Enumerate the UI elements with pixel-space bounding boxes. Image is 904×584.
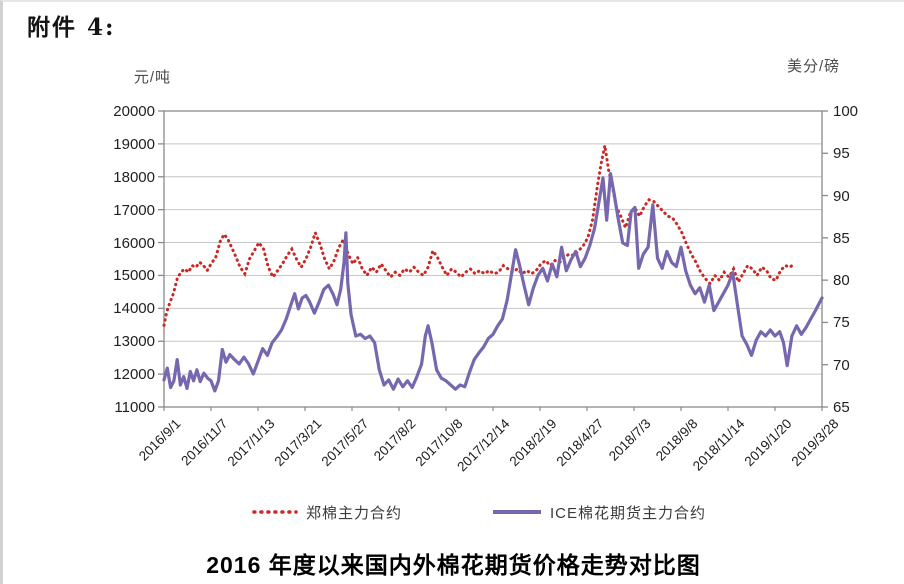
- right-axis-unit-label: 美分/磅: [787, 58, 841, 75]
- gridlines: [164, 143, 822, 375]
- attachment-label: 附件 4:: [27, 14, 116, 41]
- legend-item-zhengzhou: 郑棉主力合约: [251, 502, 402, 522]
- left-axis-tick-label: 16000: [113, 234, 155, 252]
- left-axis-tick-label: 15000: [113, 267, 155, 285]
- left-axis-tick-label: 12000: [113, 366, 155, 384]
- zhengzhou-cotton-line: [162, 145, 796, 327]
- price-comparison-chart: [158, 110, 828, 411]
- right-axis-tick-label: 85: [833, 229, 850, 247]
- left-axis-tick-label: 13000: [113, 333, 155, 351]
- legend-label-zhengzhou: 郑棉主力合约: [306, 504, 403, 522]
- ice-legend-swatch: [493, 510, 541, 514]
- right-axis-tick-label: 80: [833, 272, 850, 290]
- zhengzhou-legend-swatch: [252, 510, 298, 514]
- axis-ticks: [158, 110, 828, 411]
- left-axis-tick-label: 17000: [113, 201, 155, 219]
- left-axis-unit-label: 元/吨: [133, 69, 171, 86]
- chart-title: 2016 年度以来国内外棉花期货价格走势对比图: [206, 552, 701, 578]
- right-axis-tick-label: 90: [833, 187, 850, 205]
- ice-cotton-line: [162, 172, 824, 393]
- series-lines: [162, 145, 824, 393]
- left-axis-tick-label: 11000: [114, 399, 155, 416]
- right-axis-tick-label: 100: [833, 103, 859, 120]
- left-axis-tick-label: 20000: [113, 103, 155, 120]
- plot-border: [163, 110, 823, 408]
- right-axis-tick-label: 70: [833, 356, 850, 374]
- left-axis-tick-label: 18000: [113, 168, 155, 186]
- legend-label-ice: ICE棉花期货主力合约: [550, 504, 707, 522]
- left-axis-tick-label: 19000: [113, 135, 155, 153]
- left-axis-tick-label: 14000: [113, 300, 155, 318]
- right-axis-tick-label: 95: [833, 145, 850, 163]
- right-axis-tick-label: 75: [833, 314, 850, 332]
- legend-item-ice: ICE棉花期货主力合约: [491, 502, 706, 522]
- right-axis-tick-label: 65: [833, 399, 850, 416]
